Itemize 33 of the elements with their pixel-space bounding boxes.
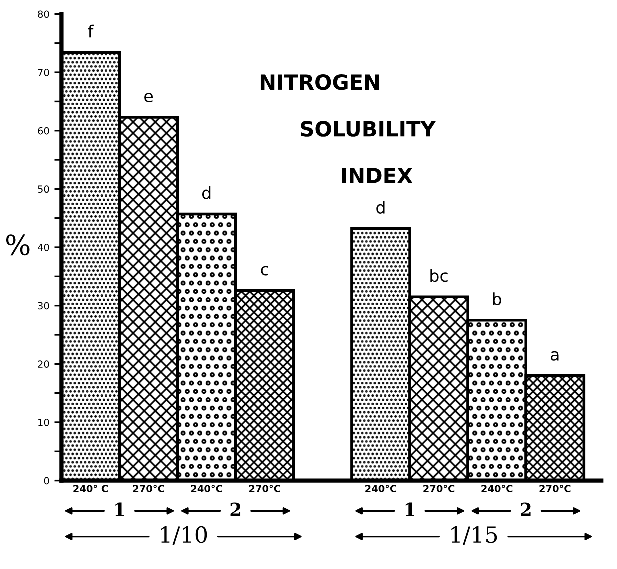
text: 2 — [230, 502, 241, 516]
x-tick-label: 270°C — [133, 485, 164, 492]
x-tick-label: 240°C — [191, 485, 222, 492]
x-tick-label: 240°C — [482, 485, 513, 492]
y-tick-label: 30 — [38, 302, 50, 310]
chart-title: NITROGEN SOLUBILITY INDEX — [260, 74, 436, 184]
data-label: b — [493, 292, 502, 306]
text: 1 — [116, 502, 124, 516]
y-tick-label: 50 — [38, 186, 50, 194]
x-tick-label: 240° C — [74, 485, 108, 492]
text: 1/10 — [161, 526, 208, 545]
y-tick-label: 10 — [38, 418, 50, 426]
x-tick-label: 240°C — [366, 485, 397, 492]
y-tick-label: 40 — [38, 244, 50, 252]
y-tick-label: 80 — [38, 10, 50, 18]
text: 2 — [521, 502, 531, 516]
data-label: e — [144, 92, 154, 103]
text: 1 — [406, 502, 414, 516]
text: 1/15 — [452, 526, 498, 545]
y-tick-label: 70 — [38, 69, 50, 76]
data-label: a — [551, 351, 559, 361]
data-label: d — [202, 186, 211, 200]
data-label: bc — [430, 269, 448, 282]
y-tick-label: 60 — [38, 127, 50, 135]
data-label: f — [88, 24, 94, 38]
x-tick-label: 270°C — [424, 485, 455, 492]
y-tick-label: 20 — [38, 360, 50, 368]
data-label: d — [376, 201, 385, 214]
data-label: c — [261, 266, 268, 276]
y-axis-title: % — [6, 234, 30, 256]
x-tick-label: 270°C — [540, 485, 571, 492]
y-tick-label: 0 — [44, 477, 50, 485]
x-tick-label: 270°C — [250, 485, 280, 492]
